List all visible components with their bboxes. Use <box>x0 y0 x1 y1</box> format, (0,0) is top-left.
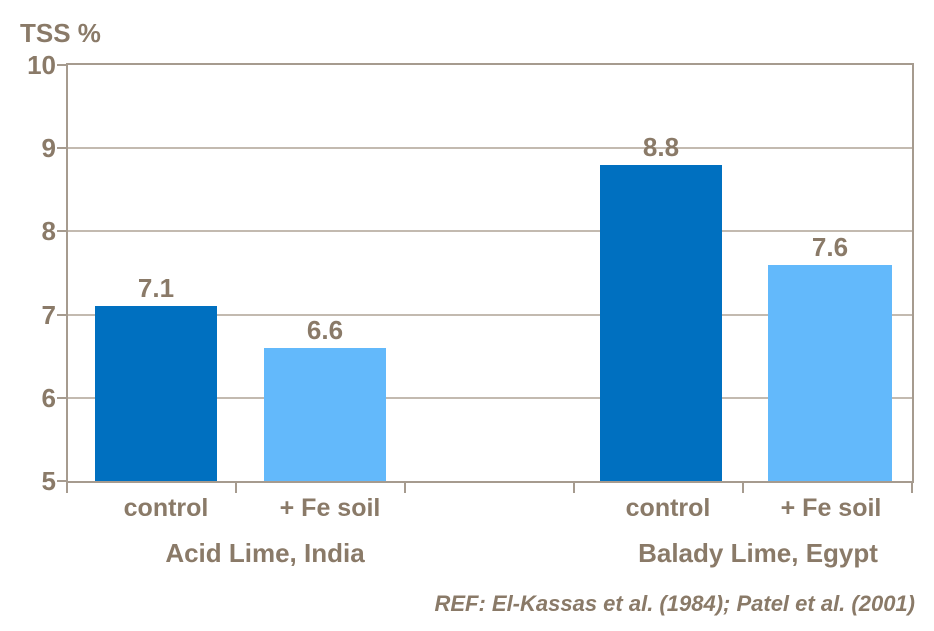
y-axis-tick-mark <box>57 147 67 149</box>
y-axis-tick-label: 5 <box>41 466 56 496</box>
footnote-reference: REF: El-Kassas et al. (1984); Patel et a… <box>434 591 915 616</box>
y-axis-tick-label: 9 <box>41 133 56 163</box>
bar-balady-lime-fe-soil <box>768 264 892 481</box>
x-axis-label-control-egypt: control <box>625 494 711 522</box>
bar-value-label: 6.6 <box>306 314 344 345</box>
group-label-acid-lime-india: Acid Lime, India <box>165 538 365 568</box>
x-axis-label-fe-soil-egypt: + Fe soil <box>780 494 882 522</box>
y-axis-tick-label: 8 <box>41 216 56 246</box>
bar-column-acid-lime-control: 7.1 <box>95 273 217 481</box>
bar-column-balady-lime-fe-soil: 7.6 <box>768 232 892 481</box>
bar-value-label: 7.1 <box>137 273 175 304</box>
x-axis-tick-mark <box>235 482 237 493</box>
y-axis-tick-mark <box>57 480 67 482</box>
gridline <box>68 147 912 149</box>
bar-column-balady-lime-control: 8.8 <box>600 132 722 481</box>
gridline <box>68 314 912 316</box>
y-axis-tick-mark <box>57 230 67 232</box>
y-axis-tick-label: 10 <box>27 50 56 80</box>
y-axis-tick-mark <box>57 64 67 66</box>
plot-area: 7.1 6.6 8.8 7.6 <box>66 63 914 483</box>
y-axis-tick-label: 6 <box>41 383 56 413</box>
x-axis-label-control-india: control <box>123 494 209 522</box>
bar-acid-lime-control <box>95 306 217 481</box>
x-axis-tick-mark <box>911 482 913 493</box>
bar-column-acid-lime-fe-soil: 6.6 <box>264 315 386 481</box>
x-axis-tick-mark <box>404 482 406 493</box>
x-axis-tick-mark <box>66 482 68 493</box>
x-axis-tick-mark <box>573 482 575 493</box>
x-axis-label-fe-soil-india: + Fe soil <box>279 494 381 522</box>
bar-acid-lime-fe-soil <box>264 347 386 481</box>
gridline <box>68 230 912 232</box>
y-axis-tick-label: 7 <box>41 300 56 330</box>
group-label-balady-lime-egypt: Balady Lime, Egypt <box>638 538 878 568</box>
bar-balady-lime-control <box>600 164 722 481</box>
x-axis-tick-mark <box>742 482 744 493</box>
chart-title: TSS % <box>20 18 101 48</box>
bar-value-label: 7.6 <box>811 231 849 262</box>
bar-value-label: 8.8 <box>642 131 680 162</box>
y-axis-tick-mark <box>57 314 67 316</box>
gridline <box>68 397 912 399</box>
y-axis-tick-mark <box>57 397 67 399</box>
